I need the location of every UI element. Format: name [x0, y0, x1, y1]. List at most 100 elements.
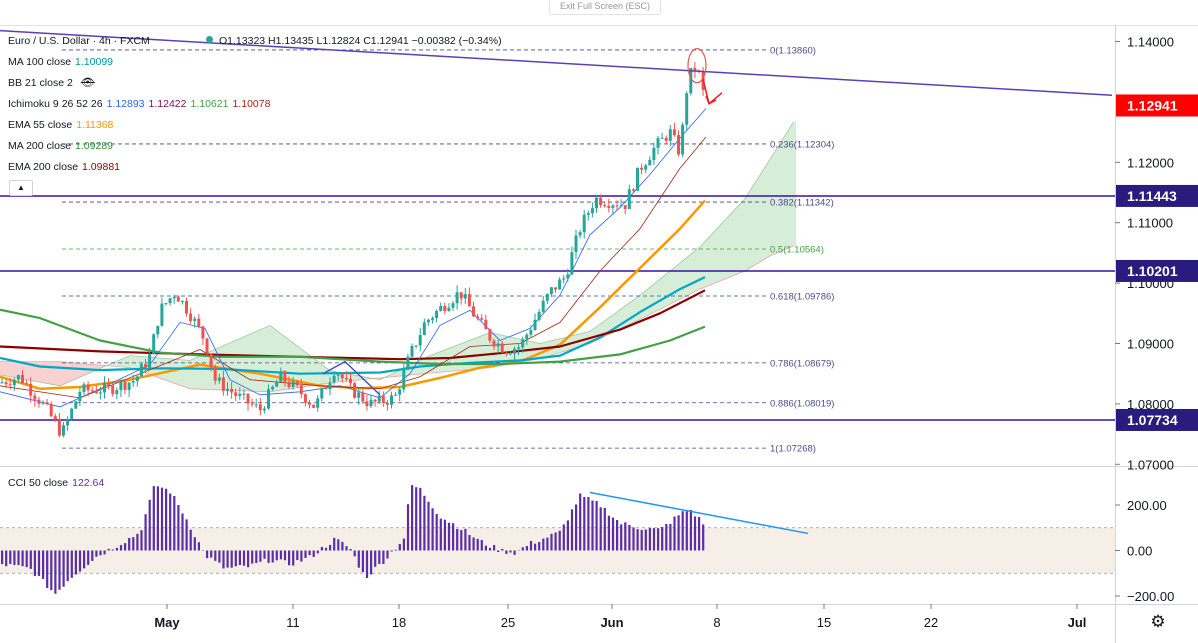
candle-body: [623, 205, 627, 209]
ichimoku-cloud-segment: [504, 335, 508, 366]
cci-bar: [468, 534, 471, 551]
cci-bar: [624, 522, 627, 551]
ichimoku-cloud-segment: [44, 361, 48, 384]
ohlc-readout: O1.13323 H1.13435 L1.12824 C1.12941 −0.0…: [206, 35, 502, 47]
collapse-legend-button[interactable]: ▲: [9, 180, 33, 196]
cci-bar: [652, 528, 656, 551]
candle-body: [250, 403, 254, 405]
ichimoku-cloud-segment: [744, 193, 748, 272]
candle-body: [74, 401, 78, 409]
legend-row[interactable]: BB 21 close 2 👁: [8, 77, 95, 90]
moving-average-line: [0, 276, 706, 375]
price-tick-label: 1.08000: [1127, 397, 1174, 412]
candle-body: [644, 165, 648, 170]
candle-body: [94, 390, 98, 394]
cci-bar: [431, 508, 434, 551]
ichimoku-cloud-segment: [668, 269, 672, 306]
ichimoku-cloud-segment: [52, 361, 56, 386]
ichimoku-cloud-segment: [264, 326, 268, 392]
price-pane: 0(1.13860) 0.236(1.12304) 0.382(1.11342) 0.…: [0, 29, 1115, 455]
candle-body: [4, 382, 8, 385]
fibonacci-label: 1(1.07268): [770, 444, 816, 455]
candle-body: [172, 296, 176, 299]
candle-body: [439, 305, 443, 311]
cci-bar: [464, 528, 467, 551]
candle-body: [504, 352, 508, 355]
legend-name: MA 100 close: [8, 56, 72, 68]
cci-bar: [279, 550, 282, 560]
ichimoku-cloud-segment: [184, 359, 188, 389]
candle-body: [394, 394, 398, 396]
candle-body: [648, 159, 652, 166]
candle-body: [545, 294, 549, 301]
candle-body: [459, 292, 463, 299]
ichimoku-cloud-segment: [124, 356, 128, 368]
cci-bar: [525, 546, 528, 551]
ichimoku-cloud-segment: [768, 156, 772, 258]
cci-bar: [9, 550, 12, 564]
cci-bar: [599, 507, 602, 551]
ichimoku-cloud-segment: [152, 357, 156, 377]
candle-body: [590, 208, 594, 214]
cci-bar: [136, 533, 139, 551]
ichimoku-cloud-segment: [720, 221, 724, 282]
cci-bar: [681, 511, 684, 551]
candle-body: [431, 318, 434, 320]
candle-body: [640, 167, 644, 170]
cci-bar: [222, 550, 225, 569]
cci-tick-label: 200.00: [1127, 498, 1167, 513]
ichimoku-cloud-segment: [260, 328, 264, 392]
candle-body: [283, 371, 287, 382]
cci-bar: [402, 538, 405, 551]
cci-bar: [140, 530, 143, 551]
cci-bar: [562, 524, 565, 551]
ichimoku-cloud-segment: [40, 361, 44, 383]
legend-row[interactable]: MA 100 close 1.10099: [8, 56, 113, 69]
exit-fullscreen-button[interactable]: Exit Full Screen (ESC): [549, 0, 661, 15]
cci-bar: [685, 511, 688, 551]
cci-bar: [25, 550, 28, 568]
ichimoku-cloud-segment: [776, 143, 780, 254]
candle-body: [258, 404, 262, 411]
cci-bar: [238, 550, 241, 566]
ichimoku-cloud-segment: [696, 246, 700, 292]
ichimoku-cloud-segment: [60, 361, 64, 386]
candle-body: [246, 393, 250, 404]
ichimoku-cloud-segment: [716, 225, 720, 283]
cci-bar: [91, 550, 94, 561]
cci-bar: [702, 524, 705, 551]
legend-row[interactable]: Ichimoku 9 26 52 26 1.12893 1.12422 1.10621…: [8, 98, 270, 111]
candle-body: [168, 298, 172, 304]
candle-body: [685, 93, 689, 125]
candle-body: [234, 392, 238, 396]
candle-body: [45, 402, 49, 404]
cci-bar: [390, 550, 393, 552]
candle-body: [185, 300, 188, 314]
cci-bar: [447, 522, 451, 551]
ichimoku-cloud-segment: [736, 203, 740, 275]
legend-row[interactable]: EMA 200 close 1.09881: [8, 161, 120, 174]
cci-bar: [361, 550, 364, 573]
axes: 1.140001.120001.110001.100001.090001.080…: [0, 25, 1198, 643]
ichimoku-cloud-segment: [656, 279, 660, 312]
cci-bar: [296, 550, 299, 561]
cci-tick-label: −200.00: [1127, 589, 1174, 604]
cci-bar: [648, 528, 651, 551]
candle-body: [12, 379, 16, 386]
moving-average-line: [0, 308, 706, 366]
candle-body: [681, 124, 685, 155]
legend-row[interactable]: MA 200 close 1.09289: [8, 140, 113, 153]
legend-row[interactable]: EMA 55 close 1.11368: [8, 119, 113, 132]
eye-slash-icon[interactable]: 👁: [80, 77, 95, 89]
cci-bar: [292, 550, 295, 566]
cci-bar: [160, 487, 164, 551]
candle-body: [201, 326, 205, 339]
candle-body: [197, 318, 201, 327]
cci-bar: [443, 519, 446, 551]
cci-bar: [398, 543, 401, 551]
ichimoku-cloud-segment: [48, 361, 52, 385]
cci-bar: [628, 524, 631, 551]
gear-icon[interactable]: ⚙: [1150, 612, 1166, 631]
cci-bar: [42, 550, 45, 579]
